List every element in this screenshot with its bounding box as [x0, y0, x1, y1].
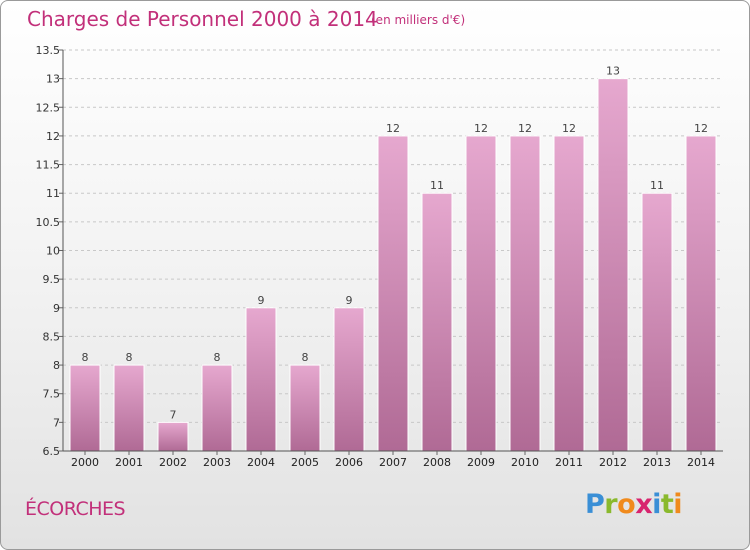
x-tick-label: 2004: [247, 456, 275, 469]
bar-2011: [553, 135, 585, 452]
logo-letter: r: [604, 489, 618, 520]
logo-letter: i: [673, 489, 683, 520]
value-label: 11: [650, 179, 664, 192]
x-tick-label: 2001: [115, 456, 143, 469]
value-label: 12: [386, 122, 400, 135]
x-tick-label: 2002: [159, 456, 187, 469]
bars: [69, 78, 717, 452]
y-tick-label: 13.5: [36, 44, 61, 57]
bar-2002: [157, 421, 189, 452]
x-tick-label: 2009: [467, 456, 495, 469]
logo-letter: o: [617, 489, 636, 520]
value-label: 11: [430, 179, 444, 192]
y-tick-label: 13: [46, 73, 60, 86]
logo-letter: P: [585, 489, 605, 520]
logo-letter: i: [652, 489, 661, 520]
x-tick-label: 2011: [555, 456, 583, 469]
value-label: 9: [346, 294, 353, 307]
proxiti-logo: Proxiti: [585, 489, 683, 520]
bar-2008: [421, 192, 453, 452]
value-label: 8: [214, 351, 221, 364]
value-label: 13: [606, 65, 620, 78]
y-tick-label: 9.5: [43, 273, 61, 286]
bar-2004: [245, 307, 277, 452]
bar-2000: [69, 364, 101, 452]
bar-2012: [597, 78, 629, 452]
y-tick-label: 8.5: [43, 330, 61, 343]
x-tick-label: 2008: [423, 456, 451, 469]
y-tick-label: 7.5: [43, 388, 61, 401]
x-tick-label: 2012: [599, 456, 627, 469]
y-tick-label: 12.5: [36, 101, 61, 114]
y-tick-label: 6.5: [43, 445, 61, 458]
y-tick-label: 8: [53, 359, 60, 372]
value-label: 7: [170, 408, 177, 421]
value-label: 12: [518, 122, 532, 135]
logo-letter: t: [660, 489, 674, 520]
bar-2001: [113, 364, 145, 452]
y-tick-label: 10.5: [36, 216, 61, 229]
y-tick-label: 11.5: [36, 159, 61, 172]
commune-name: ÉCORCHES: [25, 498, 126, 520]
value-label: 8: [82, 351, 89, 364]
value-label: 12: [694, 122, 708, 135]
bar-2006: [333, 307, 365, 452]
bar-2007: [377, 135, 409, 452]
bar-2010: [509, 135, 541, 452]
bar-2009: [465, 135, 497, 452]
y-tick-label: 10: [46, 245, 60, 258]
value-label: 8: [302, 351, 309, 364]
y-tick-label: 12: [46, 130, 60, 143]
y-tick-label: 9: [53, 302, 60, 315]
value-label: 9: [258, 294, 265, 307]
axes: [59, 49, 723, 455]
bar-2013: [641, 192, 673, 452]
x-tick-label: 2013: [643, 456, 671, 469]
x-tick-label: 2006: [335, 456, 363, 469]
bar-2003: [201, 364, 233, 452]
x-tick-label: 2000: [71, 456, 99, 469]
labels: 6.5 7 7.5 8 8.5 9 9.5 10 10.5 11 11.5 12 12.5 13 13.5 8…: [36, 44, 716, 469]
unit-note: (en milliers d'€): [371, 13, 466, 27]
logo-letter: x: [635, 489, 653, 520]
x-tick-label: 2010: [511, 456, 539, 469]
y-tick-label: 7: [53, 416, 60, 429]
value-label: 8: [126, 351, 133, 364]
x-tick-label: 2005: [291, 456, 319, 469]
value-label: 12: [562, 122, 576, 135]
x-tick-label: 2003: [203, 456, 231, 469]
x-tick-label: 2007: [379, 456, 407, 469]
bar-2014: [685, 135, 717, 452]
value-label: 12: [474, 122, 488, 135]
bar-2005: [289, 364, 321, 452]
x-tick-label: 2014: [687, 456, 715, 469]
y-tick-label: 11: [46, 187, 60, 200]
chart-title: Charges de Personnel 2000 à 2014: [27, 7, 378, 31]
